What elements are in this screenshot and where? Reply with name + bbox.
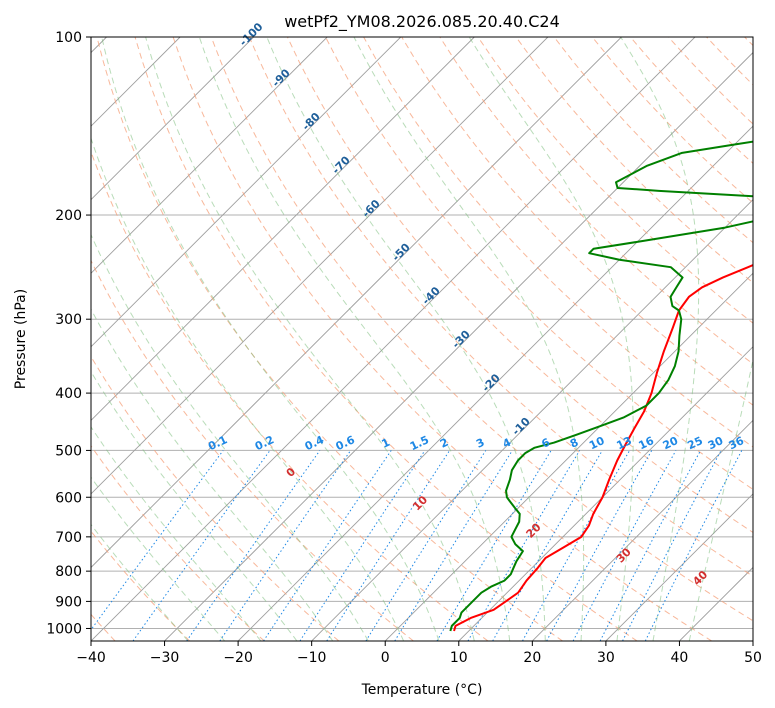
isotherm-line bbox=[91, 37, 402, 348]
x-tick-label: 50 bbox=[744, 650, 762, 666]
y-tick-label: 200 bbox=[55, 208, 82, 224]
mixing-ratio-label: 36 bbox=[727, 434, 747, 452]
y-tick-label: 500 bbox=[55, 443, 82, 459]
y-tick-label: 700 bbox=[55, 530, 82, 546]
x-tick-label: −10 bbox=[297, 650, 327, 666]
moist-adiabat-line bbox=[688, 357, 753, 641]
moist-adiabat-line bbox=[91, 523, 189, 641]
moist-adiabat-line bbox=[91, 136, 405, 641]
mixing-ratio-line bbox=[394, 450, 513, 641]
moist-adiabat-line bbox=[353, 37, 585, 641]
axis-ticks: −40 −30 −20 −10 0 10 20 30 40 50 100 200 300 400 500 60… bbox=[46, 30, 762, 666]
background-lines bbox=[91, 37, 753, 641]
x-tick-label: 10 bbox=[450, 650, 468, 666]
mixing-ratio-line bbox=[186, 450, 321, 641]
moist-adiabat-line bbox=[91, 370, 298, 641]
x-tick-label: 0 bbox=[381, 650, 390, 666]
mixing-ratio-line bbox=[263, 450, 392, 641]
isotherm-line bbox=[458, 346, 753, 641]
moist-adiabat-line bbox=[145, 37, 475, 641]
mixing-ratio-label: 13 bbox=[614, 434, 633, 452]
moist-adiabat-line bbox=[266, 37, 546, 641]
plot-frame bbox=[90, 36, 754, 642]
isotherm-line bbox=[164, 51, 753, 641]
dry-adiabat-line bbox=[134, 37, 638, 641]
temperature-profile-line bbox=[453, 263, 753, 632]
isotherm-line bbox=[91, 37, 622, 569]
mixing-ratio-line bbox=[219, 450, 352, 641]
dry-adiabat-line bbox=[91, 355, 340, 641]
x-tick-label: −30 bbox=[150, 650, 180, 666]
x-tick-label: 30 bbox=[597, 650, 615, 666]
mixing-ratio-line bbox=[91, 450, 224, 631]
moist-adiabat-line bbox=[91, 476, 226, 641]
y-tick-label: 100 bbox=[55, 30, 82, 46]
mixing-ratio-label: 20 bbox=[661, 434, 681, 452]
x-tick-label: 20 bbox=[523, 650, 541, 666]
dry-adiabat-line bbox=[286, 37, 753, 534]
mixing-ratio-line bbox=[546, 450, 653, 641]
isotherm-line bbox=[91, 37, 328, 274]
y-tick-label: 900 bbox=[55, 594, 82, 610]
y-tick-label: 800 bbox=[55, 564, 82, 580]
moist-adiabat-line bbox=[620, 37, 700, 641]
moist-adiabat-line bbox=[91, 233, 369, 641]
mixing-ratio-line bbox=[326, 450, 451, 641]
mixing-ratio-line bbox=[572, 450, 677, 641]
y-tick-label: 600 bbox=[55, 490, 82, 506]
x-tick-label: 40 bbox=[671, 650, 689, 666]
isotherm-line bbox=[91, 37, 696, 641]
mixing-ratio-line bbox=[132, 450, 271, 641]
dry-adiabat-line bbox=[515, 37, 753, 284]
mixing-ratio-label: 10 bbox=[587, 434, 607, 452]
isotherm-line bbox=[532, 419, 753, 641]
dry-adiabat-line bbox=[325, 37, 753, 490]
x-tick-label: −40 bbox=[76, 650, 106, 666]
isotherm-line bbox=[605, 493, 753, 641]
mixing-ratio-label: 16 bbox=[637, 434, 657, 452]
mixing-ratio-line bbox=[644, 450, 743, 641]
dry-adiabat-line bbox=[172, 37, 713, 641]
mixing-ratio-label: 30 bbox=[706, 434, 726, 452]
data-lines bbox=[449, 140, 753, 632]
mixing-ratio-line bbox=[299, 450, 426, 641]
dry-adiabat-line bbox=[96, 37, 563, 641]
isotherm-line bbox=[384, 272, 753, 641]
x-axis-label: Temperature (°C) bbox=[361, 682, 483, 698]
y-tick-label: 300 bbox=[55, 312, 82, 328]
moist-adiabat-line bbox=[101, 37, 440, 641]
dewpoint-profile-line bbox=[449, 140, 753, 632]
x-tick-label: −20 bbox=[223, 650, 253, 666]
moist-adiabat-line bbox=[198, 37, 511, 641]
chart-title: wetPf2_YM08.2026.085.20.40.C24 bbox=[284, 12, 560, 32]
isotherm-line bbox=[91, 37, 475, 421]
dry-adiabat-line bbox=[91, 444, 265, 641]
y-axis-label: Pressure (hPa) bbox=[13, 289, 29, 389]
moist-adiabat-line bbox=[91, 425, 262, 641]
dry-adiabat-line bbox=[210, 37, 753, 622]
isotherm-line bbox=[91, 37, 254, 201]
isotherm-line bbox=[237, 125, 753, 641]
dry-adiabat-line bbox=[91, 259, 414, 641]
y-tick-label: 400 bbox=[55, 386, 82, 402]
isotherm-line bbox=[91, 37, 549, 495]
y-tick-label: 1000 bbox=[46, 621, 82, 637]
dry-adiabat-line bbox=[248, 37, 753, 577]
mixing-ratio-label: 25 bbox=[685, 434, 704, 452]
moist-adiabat-line bbox=[91, 308, 334, 641]
